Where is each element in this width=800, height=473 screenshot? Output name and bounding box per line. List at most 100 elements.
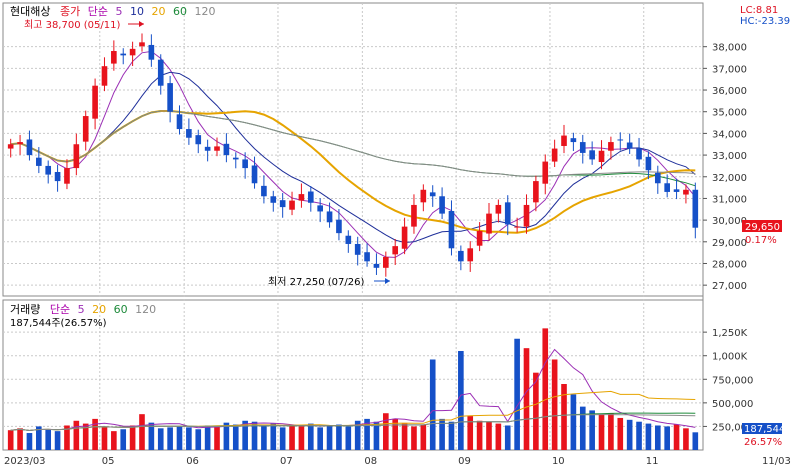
volume-bar <box>111 431 117 450</box>
volume-bar <box>561 384 567 450</box>
date-tick-label: 05 <box>102 456 115 467</box>
date-tick-label: 09 <box>458 456 471 467</box>
price-axis-ticks: 27,000 28,000 29,000 30,000 31,000 32,000 33,0… <box>703 43 747 292</box>
candle-body <box>654 172 661 184</box>
volume-bar <box>204 425 211 450</box>
candle-body <box>232 157 239 160</box>
volume-bar <box>251 421 258 450</box>
volume-axis-ticks: 250,000 500,000 750,000 1,000K 1,250K <box>703 328 753 433</box>
candle-body <box>664 183 670 192</box>
low-arrow-icon <box>385 278 390 284</box>
volume-bar <box>167 427 173 450</box>
candle-body <box>645 156 652 171</box>
ma5-label: 5 <box>115 5 122 18</box>
candle-body <box>439 196 445 214</box>
candle-body <box>148 44 155 60</box>
volume-bar <box>242 420 248 450</box>
candle-body <box>570 138 577 143</box>
volume-bar <box>120 429 127 450</box>
volume-bar <box>354 420 361 450</box>
price-ma-lines <box>10 50 696 258</box>
candle-body <box>261 185 267 197</box>
volume-tick-label: 750,000 <box>712 375 753 386</box>
volume-bar <box>411 426 417 450</box>
candle-body <box>383 256 389 268</box>
candle-body <box>504 202 511 225</box>
candle-body <box>111 51 117 64</box>
volume-bar <box>448 421 455 450</box>
volume-bar <box>373 421 380 450</box>
date-tick-label: 2023/03 <box>4 456 46 467</box>
candlesticks <box>7 33 699 277</box>
lc-label: LC:8.81 <box>740 5 778 16</box>
candle-body <box>401 226 408 249</box>
volume-bar <box>514 338 520 450</box>
volume-bar <box>345 426 352 450</box>
volume-bar <box>129 425 136 450</box>
date-tick-label: 07 <box>280 456 293 467</box>
volume-bar <box>270 423 277 450</box>
price-tick-label: 37,000 <box>712 64 747 75</box>
vma120-label: 120 <box>135 303 156 316</box>
candle-body <box>598 150 605 163</box>
volume-bar <box>476 420 483 450</box>
volume-bar <box>683 428 689 450</box>
ma20-label: 20 <box>151 5 165 18</box>
volume-bar <box>439 418 445 450</box>
candle-body <box>242 159 248 169</box>
price-legend: 현대해상 종가 단순 5 10 20 60 120 <box>10 4 215 18</box>
grid-lines <box>3 3 703 450</box>
volume-bar <box>392 418 399 450</box>
volume-bars <box>7 328 699 450</box>
volume-bar <box>692 432 699 450</box>
candle-body <box>279 200 286 208</box>
vma5-label: 5 <box>78 303 85 316</box>
volume-bar <box>673 424 680 450</box>
candle-body <box>495 204 502 214</box>
volume-bar <box>467 416 474 450</box>
volume-box-label: 187,544 <box>744 424 785 435</box>
price-box-label: 29,650 <box>745 222 780 233</box>
price-tick-label: 30,000 <box>712 216 747 227</box>
candle-body <box>73 144 80 169</box>
volume-bar <box>317 427 323 450</box>
date-axis-ticks: 2023/03 05 06 07 08 09 10 11 11/03 <box>4 456 791 467</box>
candle-body <box>251 165 258 184</box>
candle-body <box>617 139 624 141</box>
volume-ma-type: 단순 <box>50 303 70 316</box>
candle-body <box>589 150 595 160</box>
volume-bar <box>664 426 670 450</box>
volume-bar <box>617 417 624 450</box>
volume-bar <box>542 328 549 450</box>
volume-bar <box>64 425 70 450</box>
candle-body <box>364 252 370 262</box>
volume-bar <box>486 421 492 450</box>
volume-bar <box>73 420 80 450</box>
candle-body <box>476 230 483 246</box>
candle-body <box>326 211 333 223</box>
volume-bar <box>336 424 342 450</box>
price-tick-label: 31,000 <box>712 194 747 205</box>
volume-bar <box>383 413 389 450</box>
date-tick-label: 10 <box>552 456 565 467</box>
candle-body <box>45 165 52 175</box>
volume-bar <box>195 429 202 450</box>
candle-body <box>373 263 380 268</box>
volume-bar <box>364 418 370 450</box>
volume-info: 187,544주(26.57%) <box>10 318 107 329</box>
candle-body <box>336 219 342 234</box>
price-tick-label: 34,000 <box>712 129 747 140</box>
volume-bar <box>157 428 164 450</box>
volume-bar <box>579 406 586 450</box>
candle-body <box>54 171 61 182</box>
vma60-label: 60 <box>114 303 128 316</box>
candle-body <box>673 189 680 192</box>
candle-body <box>26 139 33 156</box>
candle-body <box>683 189 689 195</box>
price-tick-label: 36,000 <box>712 86 747 97</box>
high-annotation: 최고 38,700 (05/11) <box>24 19 120 31</box>
volume-bar <box>401 423 408 450</box>
ma-type-label: 단순 <box>88 5 108 18</box>
